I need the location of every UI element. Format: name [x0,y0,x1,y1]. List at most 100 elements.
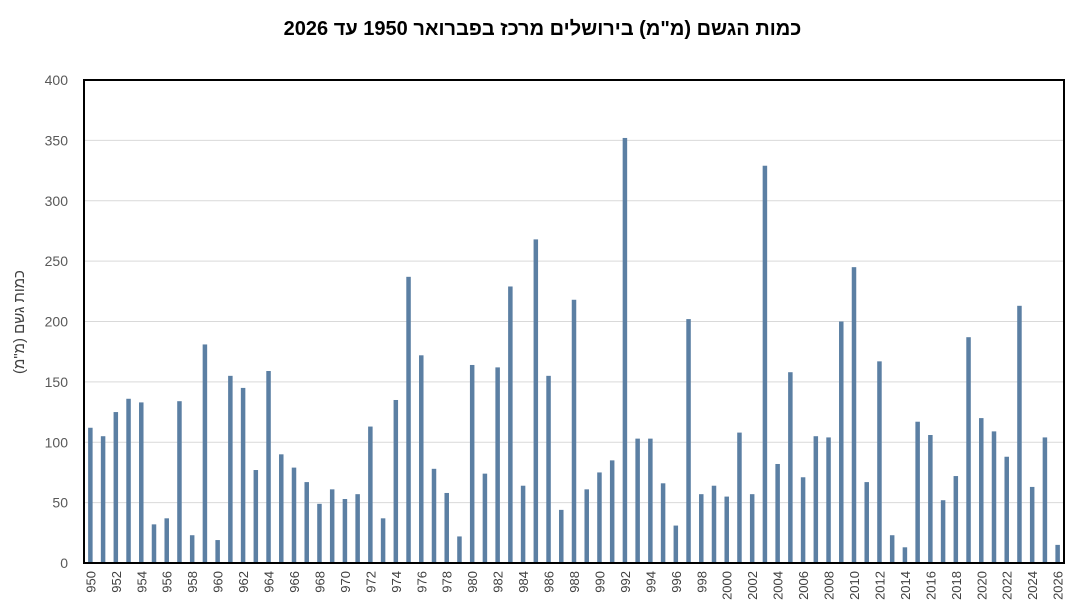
x-tick-label: 988 [567,571,582,593]
bar [559,509,564,563]
x-tick-label: 978 [440,571,455,593]
x-tick-label: 956 [160,571,175,593]
bar [228,375,233,563]
x-tick-label: 998 [694,571,709,593]
bar [775,463,780,563]
bar [597,472,602,563]
bar [826,437,831,563]
x-tick-label: 2014 [898,571,913,600]
bar [419,355,424,563]
bar [648,438,653,563]
bar [253,470,259,563]
x-tick-labels: 950 952 954 956 958 960 962 964 966 968 970 972 974 9… [83,571,1065,600]
y-tick-labels: 0 50 100 150 200 250 300 350 400 [45,72,69,571]
bar [240,387,246,563]
bar [584,489,589,563]
bar [151,524,157,563]
bar [88,427,93,563]
x-tick-label: 980 [465,571,480,593]
bar [139,402,144,563]
bar [609,460,615,563]
bar [431,468,437,563]
bar [953,476,959,563]
bar [266,371,271,563]
x-tick-label: 990 [592,571,607,593]
bar [317,503,322,563]
bar [851,267,857,563]
x-tick-label: 966 [287,571,302,593]
bar [202,344,208,563]
bar [406,276,411,563]
bar [1055,544,1060,563]
x-tick-label: 2006 [796,571,811,600]
bar [915,421,920,563]
bar [380,518,386,563]
x-tick-label: 2004 [771,571,786,600]
bar [979,418,984,563]
bar [737,432,742,563]
bar [215,540,220,563]
bar [126,398,131,563]
bar [864,482,869,563]
bar [762,165,768,564]
bar [660,483,666,563]
x-tick-label: 982 [491,571,506,593]
bar [279,454,284,563]
y-tick-label: 0 [60,555,68,571]
bar [686,319,691,563]
x-tick-label: 964 [262,571,277,593]
bar [1029,486,1035,563]
x-tick-label: 2012 [872,571,887,600]
bar [571,299,577,563]
bar [622,137,628,563]
x-tick-label: 972 [363,571,378,593]
x-tick-label: 2020 [974,571,989,600]
plot-frame [83,79,1065,564]
x-tick-label: 970 [338,571,353,593]
x-tick-label: 2010 [847,571,862,600]
x-tick-label: 2022 [1000,571,1015,600]
bar [355,494,360,563]
bar [495,367,500,563]
x-tick-label: 986 [542,571,557,593]
y-tick-label: 250 [45,253,69,269]
x-tick-label: 974 [389,571,404,593]
x-tick-label: 2024 [1025,571,1040,600]
bar [368,426,373,563]
x-tick-label: 2002 [745,571,760,600]
x-tick-label: 960 [211,571,226,593]
bar [1017,305,1022,563]
bar [673,525,679,563]
x-tick-label: 984 [516,571,531,593]
y-tick-label: 150 [45,374,69,390]
bar [749,494,755,563]
bar [100,436,106,563]
bar [877,361,882,563]
y-tick-label: 400 [45,72,69,88]
y-axis-title: כמות גשם (מ"מ) [11,270,28,374]
bar [928,435,933,563]
x-tick-label: 968 [312,571,327,593]
y-tick-label: 50 [52,495,68,511]
bar [940,500,946,563]
bar [393,399,399,563]
x-tick-label: 2008 [822,571,837,600]
bar [177,401,182,563]
x-tick-label: 2018 [949,571,964,600]
x-tick-label: 2016 [923,571,938,600]
bar [546,375,551,563]
bar [520,485,526,563]
chart-title: כמות הגשם (מ"מ) בירושלים מרכז בפברואר 19… [283,18,802,40]
bar [482,473,488,563]
bar [291,467,297,563]
bar [902,547,908,563]
bar [991,431,997,563]
y-tick-label: 350 [45,132,69,148]
bar [699,494,704,563]
bar [164,518,169,563]
x-tick-label: 952 [109,571,124,593]
bar [635,438,640,563]
x-tick-label: 954 [134,571,149,593]
bar [113,412,119,563]
